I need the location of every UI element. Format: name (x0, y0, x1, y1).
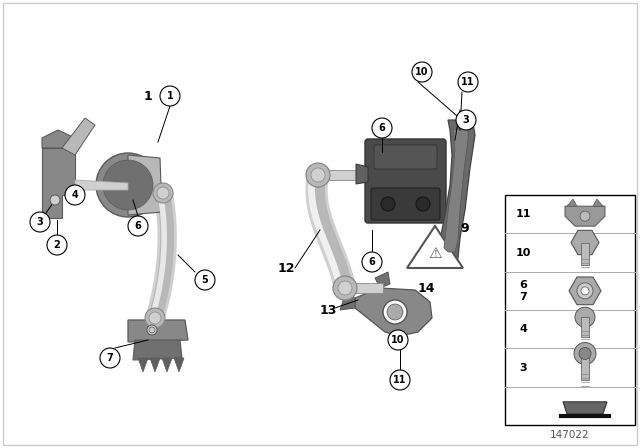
Polygon shape (355, 288, 432, 336)
Text: 1: 1 (143, 90, 152, 103)
FancyBboxPatch shape (374, 145, 437, 169)
Polygon shape (155, 188, 161, 198)
Polygon shape (444, 128, 468, 252)
Circle shape (311, 168, 325, 182)
FancyBboxPatch shape (581, 317, 589, 337)
Polygon shape (563, 402, 607, 414)
FancyBboxPatch shape (365, 139, 446, 223)
Polygon shape (62, 118, 95, 155)
Polygon shape (565, 206, 605, 226)
FancyBboxPatch shape (581, 242, 589, 264)
Circle shape (579, 348, 591, 359)
Text: 11: 11 (515, 209, 531, 219)
Polygon shape (162, 358, 172, 372)
Circle shape (30, 212, 50, 232)
Circle shape (147, 325, 157, 335)
Text: 5: 5 (202, 275, 209, 285)
Text: 9: 9 (460, 221, 468, 234)
Circle shape (383, 300, 407, 324)
Text: 10: 10 (391, 335, 404, 345)
Circle shape (145, 308, 165, 328)
Circle shape (456, 110, 476, 130)
Circle shape (149, 312, 161, 324)
Text: 3: 3 (463, 115, 469, 125)
Polygon shape (571, 230, 599, 254)
Polygon shape (42, 130, 75, 148)
Text: 12: 12 (278, 262, 296, 275)
Circle shape (577, 283, 593, 299)
Circle shape (50, 195, 60, 205)
FancyBboxPatch shape (371, 188, 440, 220)
Circle shape (581, 287, 589, 295)
Text: 14: 14 (418, 281, 435, 294)
Polygon shape (375, 272, 390, 288)
Circle shape (372, 118, 392, 138)
Polygon shape (42, 148, 75, 218)
Text: 6: 6 (134, 221, 141, 231)
Text: 147022: 147022 (550, 430, 590, 440)
Polygon shape (440, 118, 475, 260)
Text: 6
7: 6 7 (519, 280, 527, 302)
Polygon shape (174, 358, 184, 372)
Circle shape (47, 235, 67, 255)
Polygon shape (318, 170, 360, 180)
Text: 4: 4 (72, 190, 78, 200)
Text: 10: 10 (515, 247, 531, 258)
Circle shape (160, 86, 180, 106)
Polygon shape (567, 199, 577, 206)
Circle shape (416, 197, 430, 211)
Circle shape (362, 252, 382, 272)
Polygon shape (128, 320, 188, 342)
Polygon shape (138, 358, 148, 372)
Text: 6: 6 (379, 123, 385, 133)
Circle shape (333, 276, 357, 300)
Circle shape (157, 187, 169, 199)
Circle shape (96, 153, 160, 217)
Text: 13: 13 (320, 303, 337, 316)
Circle shape (387, 304, 403, 320)
Circle shape (100, 348, 120, 368)
Circle shape (149, 327, 155, 333)
Polygon shape (345, 283, 383, 293)
Polygon shape (407, 226, 463, 268)
Polygon shape (569, 277, 601, 305)
Circle shape (381, 197, 395, 211)
Circle shape (153, 183, 173, 203)
Text: 11: 11 (461, 77, 475, 87)
Polygon shape (340, 295, 355, 310)
Text: ⚠: ⚠ (428, 246, 442, 260)
Polygon shape (593, 199, 603, 206)
Circle shape (458, 72, 478, 92)
Circle shape (306, 163, 330, 187)
Text: 6: 6 (369, 257, 376, 267)
Text: 7: 7 (107, 353, 113, 363)
Circle shape (103, 160, 153, 210)
Polygon shape (75, 180, 128, 190)
Polygon shape (356, 164, 368, 184)
Text: 2: 2 (54, 240, 60, 250)
Circle shape (412, 62, 432, 82)
Circle shape (128, 216, 148, 236)
Text: 10: 10 (415, 67, 429, 77)
Polygon shape (128, 155, 162, 215)
FancyBboxPatch shape (581, 353, 589, 379)
Circle shape (388, 330, 408, 350)
FancyBboxPatch shape (505, 195, 635, 425)
Text: 4: 4 (519, 324, 527, 334)
Circle shape (390, 370, 410, 390)
Circle shape (338, 281, 352, 295)
Text: 1: 1 (166, 91, 173, 101)
Text: 3: 3 (36, 217, 44, 227)
Polygon shape (150, 358, 160, 372)
Circle shape (574, 343, 596, 365)
Circle shape (580, 211, 590, 221)
Text: 3: 3 (519, 362, 527, 372)
Circle shape (575, 307, 595, 327)
Polygon shape (133, 340, 182, 360)
Circle shape (195, 270, 215, 290)
Circle shape (65, 185, 85, 205)
Text: 11: 11 (393, 375, 407, 385)
